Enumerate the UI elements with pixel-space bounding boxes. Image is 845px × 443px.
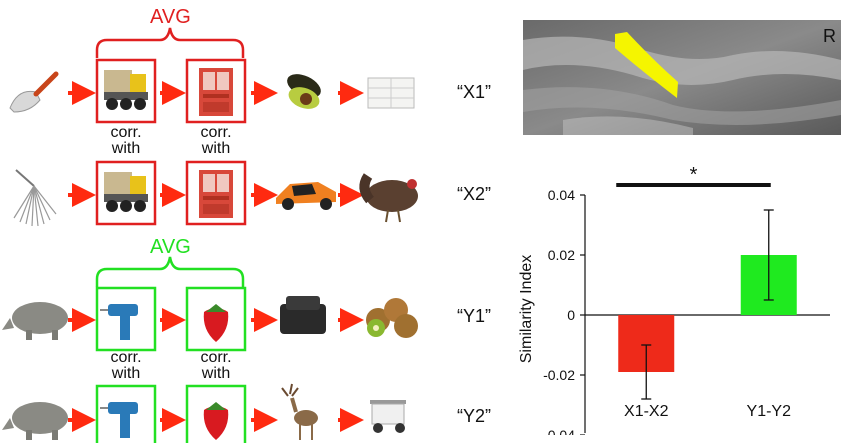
- box-x2-cabinet: [185, 160, 247, 226]
- rake-icon: [13, 169, 57, 227]
- y-tick-label: -0.04: [543, 427, 575, 435]
- y-tick-label: 0.04: [548, 187, 575, 203]
- armchair-icon: [280, 296, 326, 334]
- corr-with-label: corr. with: [110, 349, 142, 382]
- strawberry-icon-2: [203, 402, 229, 440]
- cabinet-icon-2: [199, 170, 233, 218]
- strawberry-icon: [203, 304, 229, 342]
- category-label: X1-X2: [624, 403, 669, 420]
- arrows: [68, 81, 364, 432]
- similarity-bar-chart: 0.04 0.02 0 -0.02 -0.04 Similarity Index X1-X2…: [518, 165, 830, 435]
- significance-marker: *: [690, 165, 698, 186]
- corr-with-label: corr. with: [200, 124, 232, 157]
- avg-brace-bottom: [95, 256, 245, 287]
- drill-icon-2: [100, 402, 138, 438]
- category-label: Y1-Y2: [747, 403, 792, 420]
- highlight-region: [615, 32, 678, 98]
- avocado-icon: [287, 74, 321, 109]
- trowel-icon: [9, 71, 59, 113]
- row-label-y2: “Y2”: [457, 406, 492, 426]
- avg-label-top: AVG: [150, 6, 191, 28]
- avg-brace-top: [95, 27, 245, 58]
- box-y1-strawberry: [185, 286, 247, 352]
- hemisphere-label: R: [823, 26, 836, 46]
- cabinet-icon: [199, 68, 233, 116]
- box-x1-truck: [95, 58, 157, 124]
- box-y1-drill: [95, 286, 157, 352]
- box-x2-truck: [95, 160, 157, 226]
- turkey-icon: [359, 173, 418, 223]
- row-label-x1: “X1”: [457, 82, 492, 102]
- corr-with-label: corr. with: [200, 349, 232, 382]
- golf-cart-icon: [370, 400, 406, 433]
- y-tick-label: -0.02: [543, 367, 575, 383]
- kiwi-icon: [366, 298, 418, 338]
- truck-icon-2: [104, 172, 148, 212]
- row-label-y1: “Y1”: [457, 306, 492, 326]
- race-car-icon: [276, 182, 336, 210]
- brain-slice-image: [523, 20, 841, 135]
- y-tick-label: 0.02: [548, 247, 575, 263]
- drill-icon: [100, 304, 138, 340]
- avg-label-bottom: AVG: [150, 236, 191, 258]
- box-x1-cabinet: [185, 58, 247, 124]
- dresser-icon: [367, 77, 415, 109]
- row-label-x2: “X2”: [457, 184, 492, 204]
- rhino-icon: [2, 302, 68, 340]
- y-tick-label: 0: [567, 307, 575, 323]
- corr-with-label: corr. with: [110, 124, 142, 157]
- truck-icon: [104, 70, 148, 110]
- y-axis-label: Similarity Index: [518, 255, 535, 363]
- deer-icon: [281, 383, 318, 440]
- box-y2-drill: [95, 384, 157, 443]
- box-y2-strawberry: [185, 384, 247, 443]
- rhino-icon-2: [2, 402, 68, 440]
